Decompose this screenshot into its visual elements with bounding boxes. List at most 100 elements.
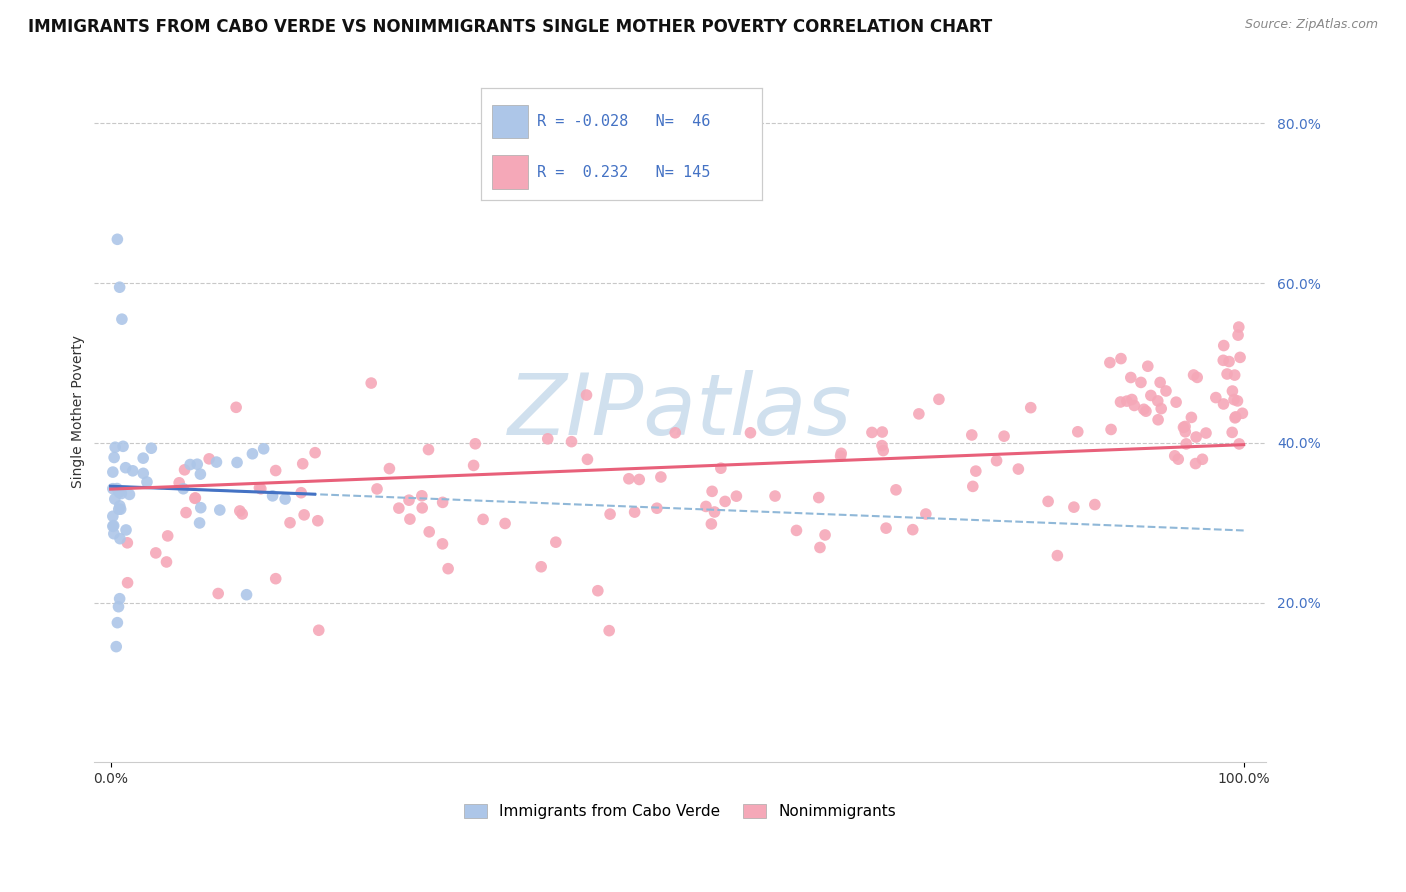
Point	[411, 500, 433, 515]
Point	[875, 521, 897, 535]
Point	[1147, 413, 1170, 427]
Point	[599, 507, 621, 521]
Point	[860, 425, 883, 440]
Point	[725, 489, 748, 503]
Point	[184, 491, 207, 505]
Point	[908, 407, 931, 421]
Point	[1191, 452, 1213, 467]
Point	[1220, 425, 1243, 440]
Point	[1227, 437, 1250, 451]
Point	[872, 425, 894, 439]
Point	[108, 485, 131, 500]
Point	[103, 518, 125, 533]
Point	[108, 499, 131, 513]
Point	[830, 446, 852, 460]
Point	[117, 575, 139, 590]
Point	[253, 442, 276, 456]
Point	[700, 516, 723, 531]
Point	[544, 535, 567, 549]
Point	[274, 491, 297, 506]
Point	[1173, 420, 1195, 434]
Point	[807, 491, 830, 505]
Point	[472, 512, 495, 526]
Point	[1036, 494, 1059, 508]
Point	[411, 489, 433, 503]
Point	[226, 455, 249, 469]
Point	[104, 491, 127, 506]
Point	[965, 464, 987, 478]
Point	[110, 486, 132, 500]
Point	[264, 572, 287, 586]
Point	[103, 450, 125, 465]
Point	[242, 447, 264, 461]
Point	[291, 457, 314, 471]
Point	[1212, 397, 1234, 411]
Point	[928, 392, 950, 407]
Point	[1174, 425, 1197, 439]
Point	[114, 460, 136, 475]
Point	[1136, 359, 1159, 374]
Point	[1223, 410, 1246, 425]
Text: ZIPatlas: ZIPatlas	[508, 369, 852, 452]
Text: Source: ZipAtlas.com: Source: ZipAtlas.com	[1244, 18, 1378, 31]
Point	[576, 452, 599, 467]
Point	[1205, 391, 1227, 405]
Point	[108, 532, 131, 546]
Point	[104, 440, 127, 454]
Point	[1119, 370, 1142, 384]
Point	[710, 461, 733, 475]
Point	[1229, 351, 1251, 365]
Point	[714, 494, 737, 508]
Point	[103, 526, 125, 541]
Point	[463, 458, 485, 473]
Point	[1007, 462, 1029, 476]
Point	[1226, 393, 1249, 408]
Point	[179, 458, 201, 472]
Point	[101, 509, 124, 524]
Point	[1223, 392, 1246, 407]
Point	[1175, 437, 1198, 451]
Point	[101, 465, 124, 479]
Point	[250, 482, 273, 496]
Point	[432, 495, 454, 509]
Point	[107, 599, 129, 614]
Point	[1185, 370, 1208, 384]
Point	[101, 519, 124, 533]
Point	[105, 482, 128, 496]
Point	[1149, 376, 1171, 390]
Point	[198, 451, 221, 466]
Point	[537, 432, 560, 446]
Point	[914, 507, 936, 521]
Point	[307, 514, 329, 528]
Point	[115, 523, 138, 537]
Point	[388, 501, 411, 516]
Point	[1146, 393, 1168, 408]
Point	[105, 640, 128, 654]
Point	[1222, 384, 1244, 398]
Point	[1154, 384, 1177, 398]
Point	[530, 559, 553, 574]
Point	[1140, 388, 1163, 402]
Point	[231, 507, 253, 521]
Point	[1184, 457, 1206, 471]
Point	[1195, 425, 1218, 440]
Point	[1164, 449, 1187, 463]
Point	[575, 388, 598, 402]
Point	[378, 461, 401, 475]
Point	[628, 473, 651, 487]
Point	[695, 500, 717, 514]
Point	[901, 523, 924, 537]
Point	[1121, 392, 1143, 407]
Point	[1227, 328, 1250, 343]
Point	[308, 624, 330, 638]
Point	[108, 591, 131, 606]
Point	[645, 501, 668, 516]
Point	[1180, 410, 1202, 425]
Point	[1182, 368, 1205, 382]
Point	[188, 516, 211, 530]
Point	[101, 482, 124, 496]
Point	[1174, 419, 1197, 434]
Point	[1133, 402, 1156, 417]
Point	[112, 439, 135, 453]
Point	[1063, 500, 1085, 515]
